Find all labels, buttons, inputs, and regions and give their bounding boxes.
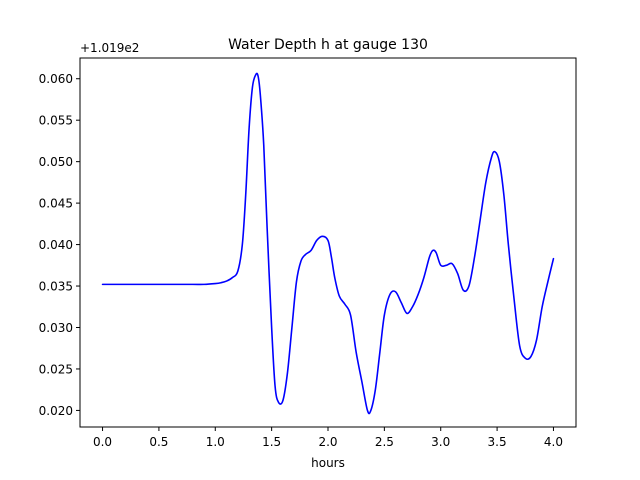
- y-tick-label: 0.020: [39, 404, 73, 418]
- series-line: [101, 72, 555, 415]
- x-axis-label: hours: [311, 456, 345, 470]
- y-tick-label: 0.035: [39, 280, 73, 294]
- y-offset-label: +1.019e2: [80, 41, 139, 55]
- x-tick-label: 3.5: [488, 435, 507, 449]
- x-tick-label: 1.5: [262, 435, 281, 449]
- chart-title: Water Depth h at gauge 130: [228, 37, 428, 53]
- x-tick-label: 2.5: [375, 435, 394, 449]
- y-tick-label: 0.045: [39, 197, 73, 211]
- x-tick-label: 1.0: [206, 435, 225, 449]
- y-tick-label: 0.050: [39, 155, 73, 169]
- x-tick-label: 4.0: [544, 435, 563, 449]
- y-tick-label: 0.055: [39, 114, 73, 128]
- x-axis-ticks: 0.0 0.5 1.0 1.5 2.0 2.5 3.0 3.5 4.0: [93, 427, 563, 449]
- x-tick-label: 2.0: [318, 435, 337, 449]
- y-tick-label: 0.040: [39, 238, 73, 252]
- x-tick-label: 0.0: [93, 435, 112, 449]
- y-tick-label: 0.060: [39, 72, 73, 86]
- y-tick-label: 0.025: [39, 362, 73, 376]
- y-tick-label: 0.030: [39, 321, 73, 335]
- plot-area: [101, 72, 555, 415]
- x-tick-label: 3.0: [431, 435, 450, 449]
- x-tick-label: 0.5: [149, 435, 168, 449]
- y-axis-ticks: 0.020 0.025 0.030 0.035 0.040 0.045 0.050 0.055…: [39, 72, 80, 418]
